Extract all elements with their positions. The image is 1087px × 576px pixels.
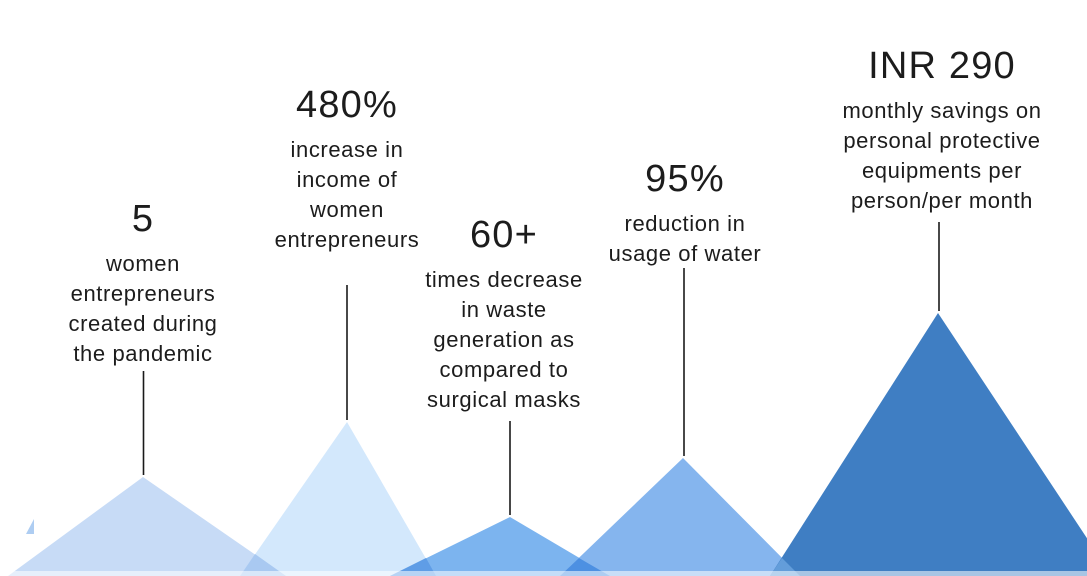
- stat-value: 95%: [645, 158, 725, 200]
- stat-desc-line: entrepreneurs: [70, 280, 216, 306]
- stat-group-income-increase: 480% increase in income of women entreprene…: [275, 83, 420, 255]
- stat-value: 60+: [469, 214, 539, 256]
- stat-desc-line: increase in: [290, 136, 404, 162]
- stat-group-waste-decrease: 60+ times decrease in waste generation as c…: [425, 213, 583, 415]
- stat-value: INR 290: [868, 45, 1016, 87]
- stat-desc: increase in income of women entrepreneurs: [275, 135, 420, 255]
- peak-triangle-3: [390, 517, 610, 576]
- stat-value: 480%: [296, 84, 398, 126]
- stat-desc-line: usage of water: [608, 240, 762, 266]
- stat-desc-line: personal protective: [843, 127, 1041, 153]
- stat-desc: reduction in usage of water: [609, 209, 762, 269]
- stat-group-monthly-savings: INR 290 monthly savings on personal prote…: [842, 44, 1041, 216]
- bottom-edge-strip: [0, 571, 1087, 576]
- peak-triangle-1: [8, 477, 286, 576]
- stat-desc-line: times decrease: [425, 266, 583, 292]
- stat-desc-line: women: [310, 196, 384, 222]
- stat-group-water-reduction: 95% reduction in usage of water: [609, 157, 762, 269]
- peak-overlap-1-2: [240, 554, 286, 576]
- peak-triangle-5: [770, 313, 1087, 576]
- stat-desc-line: generation as: [433, 326, 575, 352]
- stat-desc-line: compared to: [439, 356, 569, 382]
- stat-desc-line: the pandemic: [73, 340, 213, 366]
- stat-desc-line: income of: [296, 166, 398, 192]
- stat-desc-line: reduction in: [624, 210, 746, 236]
- stat-desc-line: in waste: [461, 296, 547, 322]
- stat-desc-line: entrepreneurs: [274, 226, 420, 252]
- stat-group-women-entrepreneurs: 5 women entrepreneurs created during the pa…: [68, 197, 217, 369]
- peak-triangle-4: [560, 458, 800, 576]
- stat-desc-line: created during: [68, 310, 218, 336]
- stat-desc-line: women: [106, 250, 180, 276]
- stat-desc-line: monthly savings on: [842, 97, 1042, 123]
- stat-desc: women entrepreneurs created during the pand…: [68, 249, 217, 369]
- stat-desc-line: person/per month: [850, 187, 1034, 213]
- decorative-sliver-triangle: [26, 519, 34, 534]
- stat-desc: monthly savings on personal protective equ…: [842, 96, 1041, 216]
- stat-value: 5: [131, 198, 155, 240]
- stat-desc: times decrease in waste generation as compa…: [425, 265, 583, 415]
- peak-triangle-2: [240, 422, 436, 576]
- stat-desc-line: surgical masks: [427, 386, 581, 412]
- stat-desc-line: equipments per: [861, 157, 1023, 183]
